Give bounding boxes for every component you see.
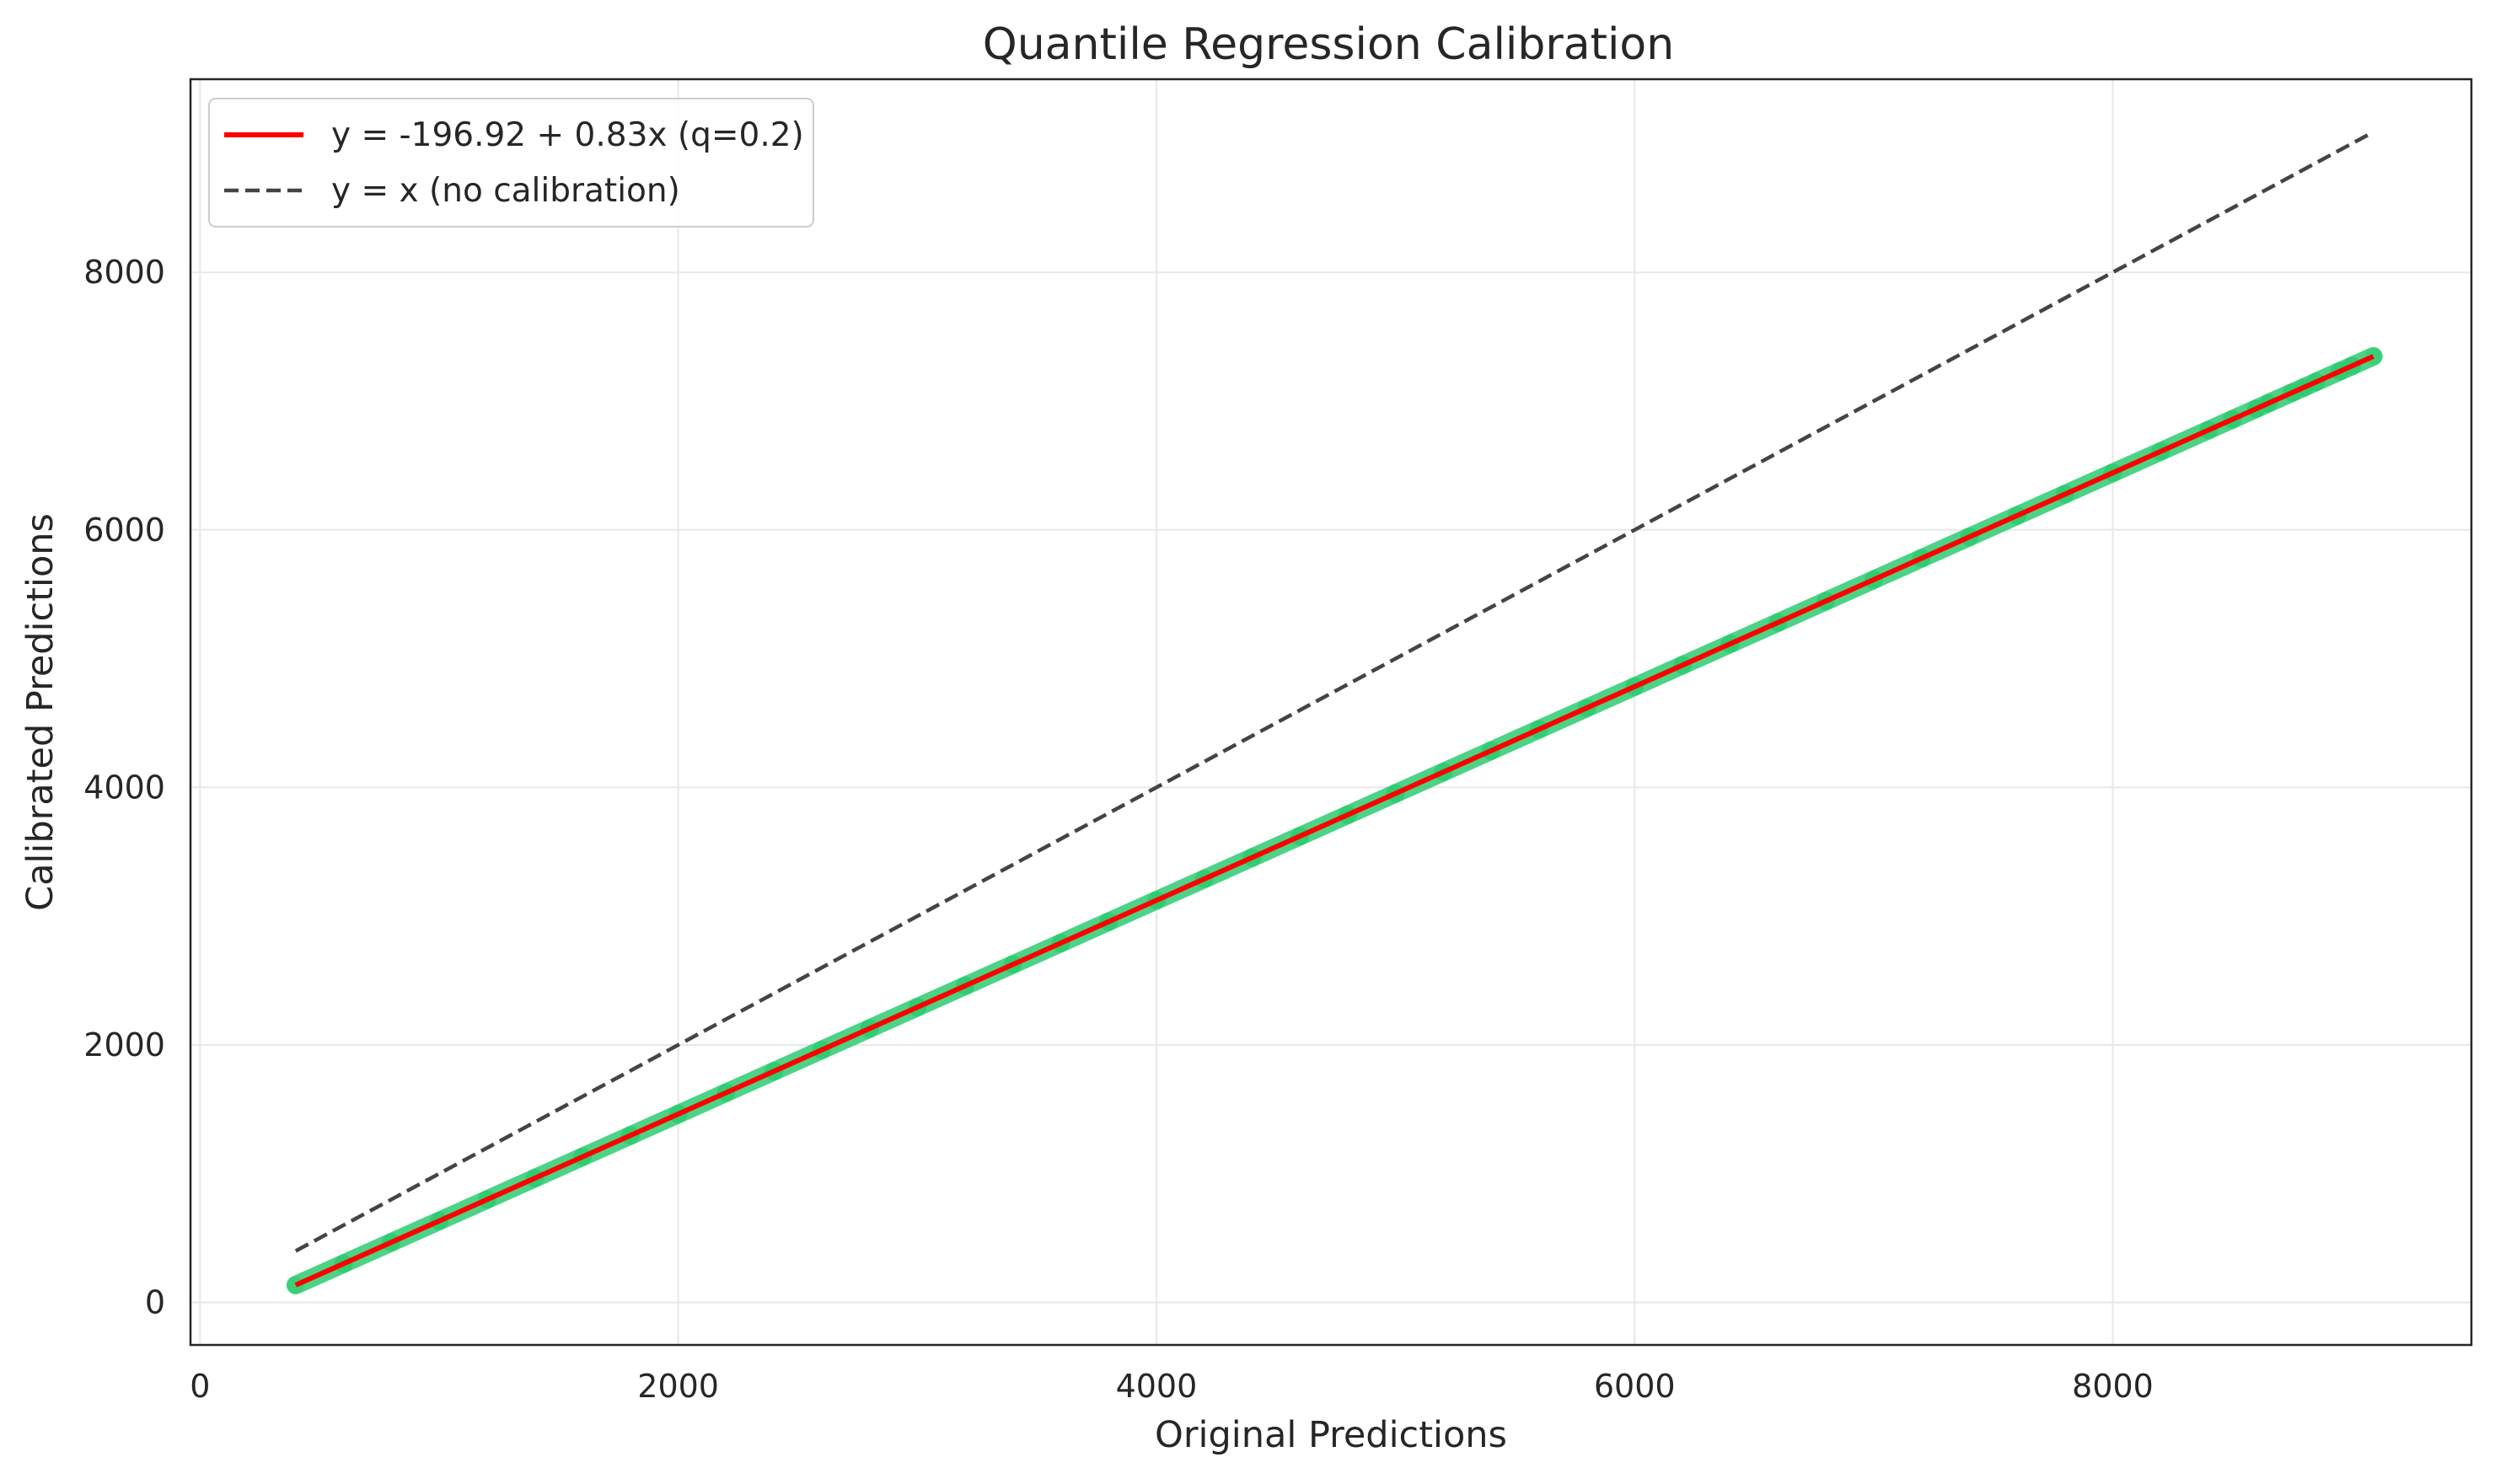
x-tick-label: 2000: [637, 1368, 719, 1405]
calibration-line: [294, 354, 2374, 1288]
x-tick-label: 8000: [2072, 1368, 2154, 1405]
legend-box: [208, 98, 814, 228]
y-tick-label: 4000: [83, 769, 165, 806]
identity-line: [294, 130, 2374, 1253]
x-axis: 0 2000 4000 6000 8000: [190, 1368, 2154, 1405]
series-lines: [294, 130, 2374, 1288]
x-tick-label: 4000: [1116, 1368, 1198, 1405]
grid-lines: [190, 79, 2471, 1345]
y-tick-label: 2000: [83, 1026, 165, 1063]
plot-frame: [189, 78, 2473, 1347]
y-axis: 0 2000 4000 6000 8000: [83, 254, 165, 1321]
legend-label-identity-line: y = x (no calibration): [331, 172, 680, 210]
chart-title: Quantile Regression Calibration: [983, 19, 1674, 70]
x-axis-label: Original Predictions: [1155, 1414, 1507, 1456]
legend: y = -196.92 + 0.83x (q=0.2) y = x (no ca…: [208, 98, 814, 228]
x-tick-label: 6000: [1594, 1368, 1676, 1405]
x-tick-label: 0: [190, 1368, 210, 1405]
y-tick-label: 8000: [83, 254, 165, 291]
y-tick-label: 6000: [83, 512, 165, 549]
legend-label-calibration-line: y = -196.92 + 0.83x (q=0.2): [331, 116, 804, 154]
y-axis-label: Calibrated Predictions: [19, 513, 62, 911]
y-tick-label: 0: [145, 1284, 165, 1321]
